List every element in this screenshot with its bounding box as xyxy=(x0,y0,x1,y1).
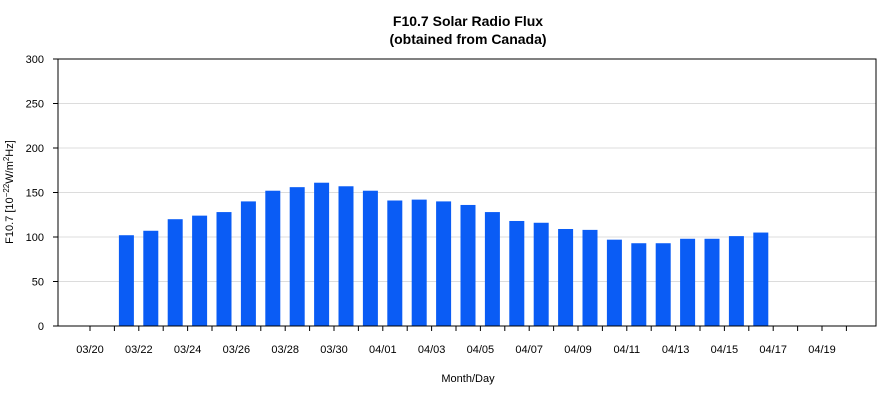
y-tick-label: 100 xyxy=(26,232,44,244)
x-tick-label: 03/24 xyxy=(174,344,202,356)
x-tick-label: 04/07 xyxy=(515,344,543,356)
bars xyxy=(118,182,769,326)
bar-04-01 xyxy=(387,200,403,326)
y-tick-label: 0 xyxy=(38,321,44,333)
x-tick-label: 04/13 xyxy=(662,344,690,356)
y-tick-label: 50 xyxy=(32,277,44,289)
bar-04-16 xyxy=(753,232,769,326)
bar-04-15 xyxy=(728,236,744,326)
x-tick-label: 04/19 xyxy=(808,344,836,356)
bar-03-30 xyxy=(338,186,354,326)
x-tick-label: 04/05 xyxy=(467,344,495,356)
x-axis-ticks: 03/20 03/22 03/24 03/26 03/28 03/30 04/01 04/03… xyxy=(76,325,847,356)
bar-04-11 xyxy=(631,243,647,326)
bar-04-03 xyxy=(436,201,452,326)
y-axis-ticks: 0 50 100 150 200 250 300 xyxy=(26,54,58,333)
bar-03-22 xyxy=(143,230,159,326)
x-axis-label: Month/Day xyxy=(441,373,495,385)
x-tick-label: 04/17 xyxy=(759,344,787,356)
bar-03-31 xyxy=(362,190,378,326)
x-tick-label: 04/11 xyxy=(613,344,640,356)
bar-03-28 xyxy=(289,187,305,326)
y-tick-label: 250 xyxy=(26,99,44,111)
bar-04-13 xyxy=(680,238,696,326)
y-axis-label: F10.7 [10−22W/m2Hz] xyxy=(2,140,16,244)
bar-04-12 xyxy=(655,243,671,326)
chart-subtitle: (obtained from Canada) xyxy=(389,31,546,47)
x-tick-label: 03/20 xyxy=(76,344,104,356)
bar-03-25 xyxy=(216,212,232,326)
x-tick-label: 03/26 xyxy=(223,344,251,356)
bar-03-21 xyxy=(118,235,134,326)
bar-04-02 xyxy=(411,199,427,326)
bar-03-26 xyxy=(240,201,256,326)
bar-04-09 xyxy=(582,229,598,326)
x-tick-label: 03/28 xyxy=(271,344,299,356)
bar-03-24 xyxy=(192,215,208,326)
y-tick-label: 300 xyxy=(26,54,44,66)
bar-04-07 xyxy=(533,222,549,326)
chart-title: F10.7 Solar Radio Flux xyxy=(393,13,543,29)
bar-04-05 xyxy=(484,212,500,326)
y-tick-label: 150 xyxy=(26,188,44,200)
bar-04-14 xyxy=(704,238,720,326)
x-tick-label: 04/09 xyxy=(564,344,592,356)
bar-03-27 xyxy=(265,190,281,326)
x-tick-label: 04/15 xyxy=(711,344,739,356)
bar-03-29 xyxy=(314,182,330,326)
x-tick-label: 04/01 xyxy=(369,344,397,356)
bar-04-04 xyxy=(460,204,476,326)
bar-04-10 xyxy=(606,239,622,326)
x-tick-label: 03/22 xyxy=(125,344,153,356)
bar-04-08 xyxy=(558,228,574,326)
x-tick-label: 03/30 xyxy=(320,344,348,356)
y-tick-label: 200 xyxy=(26,143,44,155)
bar-03-23 xyxy=(167,219,183,326)
bar-04-06 xyxy=(509,220,525,326)
x-tick-label: 04/03 xyxy=(418,344,446,356)
